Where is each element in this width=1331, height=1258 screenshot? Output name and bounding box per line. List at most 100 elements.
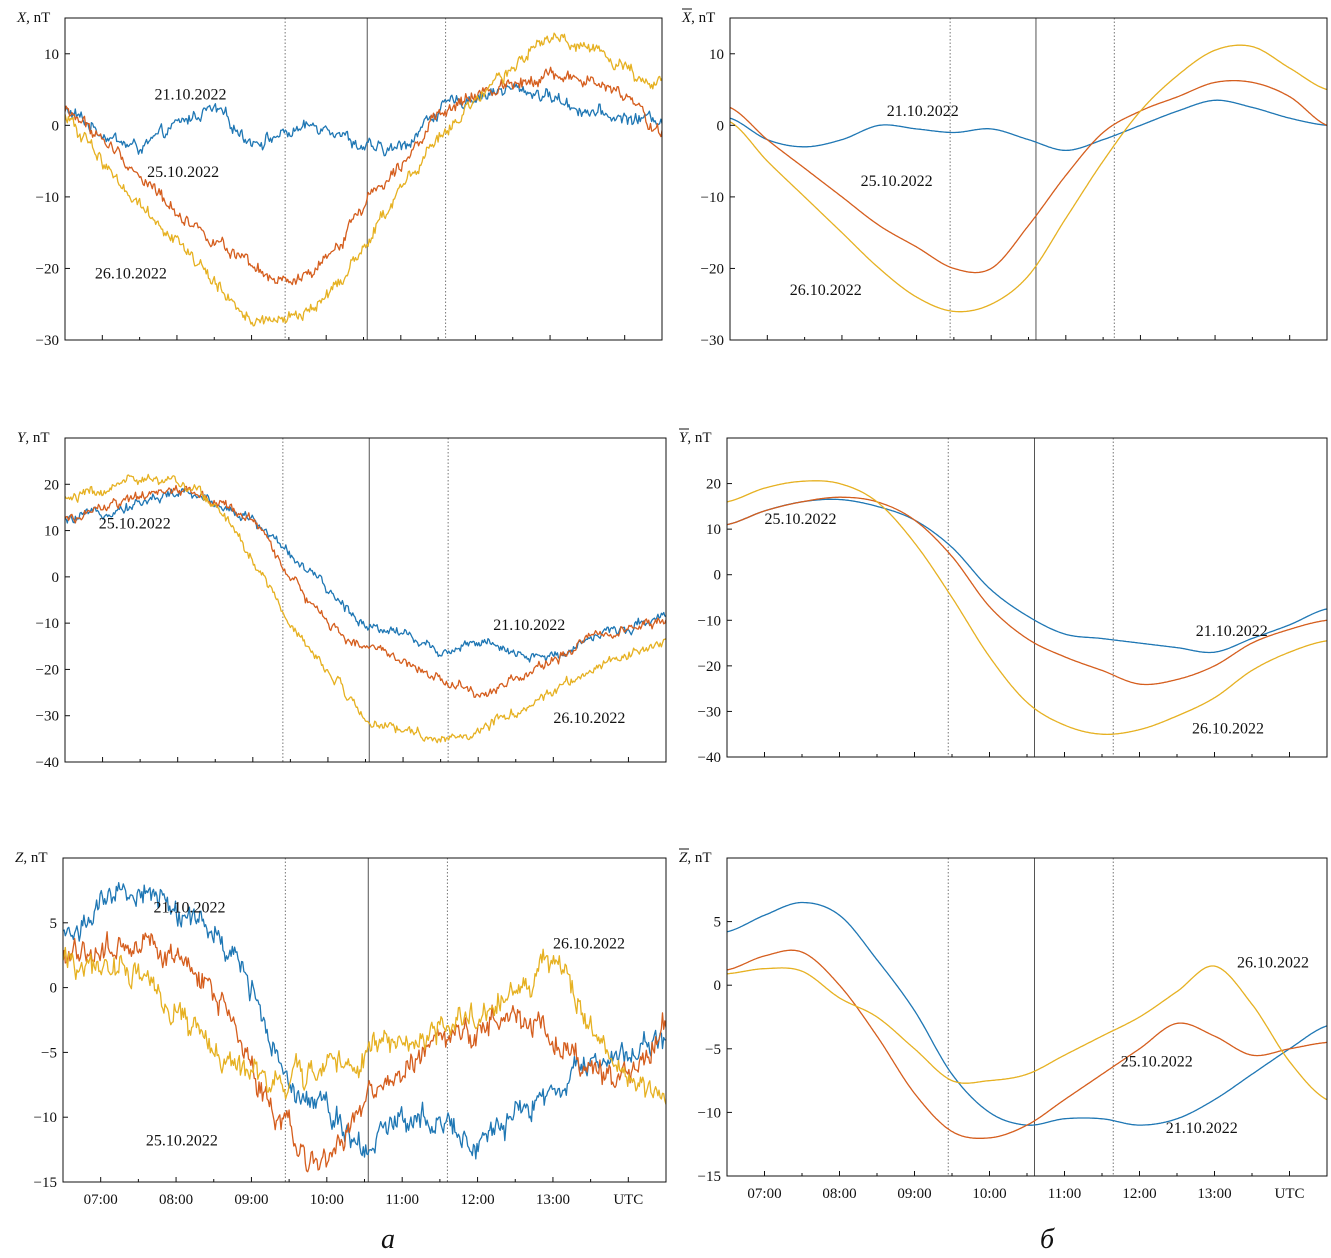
- y-tick-label: 10: [44, 524, 59, 540]
- x-tick-label: UTC: [1275, 1186, 1305, 1202]
- y-tick-label: −10: [34, 1110, 57, 1126]
- y-tick-label: 0: [52, 570, 60, 586]
- y-axis-label: Y, nT: [17, 430, 50, 446]
- chart-Y-mean: 20 10 0 −10 −20 −30 −40 Y, nT 25.10.2022 21.10.20…: [679, 428, 1328, 766]
- y-tick-label: −10: [36, 190, 59, 206]
- x-tick-label: 10:00: [972, 1186, 1006, 1202]
- y-tick-label: −20: [36, 261, 59, 277]
- series-annotation: 25.10.2022: [146, 1133, 218, 1150]
- series-annotation: 21.10.2022: [1166, 1120, 1238, 1137]
- chart-Y-raw: 20 10 0 −10 −20 −30 −40 Y, nT 25.10.2022 21.10.20…: [17, 430, 667, 771]
- series-annotation: 26.10.2022: [553, 936, 625, 953]
- series-line-25.10.2022: [730, 79, 1327, 274]
- series-line-25.10.2022: [727, 496, 1327, 686]
- series-line-21.10.2022: [730, 99, 1327, 152]
- series-annotation: 21.10.2022: [153, 899, 225, 916]
- x-tick-label: 11:00: [1048, 1186, 1082, 1202]
- y-tick-label: −40: [698, 750, 721, 766]
- series-line-26.10.2022: [65, 32, 662, 327]
- y-axis-label: X, nT: [16, 10, 50, 26]
- y-tick-label: −40: [36, 755, 59, 771]
- series-annotation: 21.10.2022: [155, 87, 227, 104]
- y-axis-label: X, nT: [681, 10, 715, 26]
- y-tick-label: −30: [698, 704, 721, 720]
- series-annotation: 25.10.2022: [861, 173, 933, 190]
- y-tick-label: −20: [701, 261, 724, 277]
- x-tick-label: 12:00: [460, 1192, 494, 1208]
- y-tick-label: 10: [709, 47, 724, 63]
- x-tick-label: UTC: [613, 1192, 643, 1208]
- y-axis-label: Z, nT: [679, 850, 712, 866]
- y-tick-label: −10: [701, 190, 724, 206]
- chart-X-mean: 10 0 −10 −20 −30 X, nT 21.10.2022 25.10.2022 26.…: [681, 8, 1328, 349]
- y-axis-label: Y, nT: [679, 430, 712, 446]
- plot-frame: [726, 437, 1328, 758]
- series-annotation: 26.10.2022: [95, 265, 167, 282]
- series-annotation: 26.10.2022: [1192, 720, 1264, 737]
- y-tick-label: −15: [34, 1175, 57, 1191]
- y-tick-label: 10: [706, 522, 721, 538]
- series-annotation: 26.10.2022: [553, 710, 625, 727]
- y-tick-label: 0: [714, 568, 722, 584]
- x-tick-label: 09:00: [234, 1192, 268, 1208]
- panel-letter: б: [1040, 1224, 1055, 1255]
- series-annotation: 26.10.2022: [1237, 954, 1309, 971]
- chart-X-raw: 10 0 −10 −20 −30 X, nT 21.10.2022 25.10.2022 26.…: [16, 10, 663, 349]
- y-tick-label: −10: [698, 1105, 721, 1121]
- chart-Z-mean: 5 0 −5 −10 −15 07:00 08:00 09:00 10:00 11:00 12:00…: [679, 848, 1328, 1202]
- series-line-21.10.2022: [727, 498, 1327, 654]
- y-tick-label: −5: [705, 1042, 721, 1058]
- y-tick-label: 0: [717, 118, 725, 134]
- y-tick-label: −20: [36, 662, 59, 678]
- y-tick-label: 20: [706, 477, 721, 493]
- y-tick-label: −20: [698, 659, 721, 675]
- y-tick-label: −30: [701, 333, 724, 349]
- y-tick-label: 0: [52, 118, 60, 134]
- y-tick-label: −5: [41, 1045, 57, 1061]
- series-line-25.10.2022: [65, 66, 662, 286]
- series-annotation: 21.10.2022: [887, 103, 959, 120]
- panel-letter: а: [381, 1224, 395, 1255]
- series-line-26.10.2022: [727, 965, 1327, 1101]
- series-line-26.10.2022: [727, 480, 1327, 736]
- series-annotation: 21.10.2022: [493, 617, 565, 634]
- x-tick-label: 12:00: [1122, 1186, 1156, 1202]
- series-line-25.10.2022: [727, 949, 1327, 1139]
- x-tick-label: 13:00: [536, 1192, 570, 1208]
- y-tick-label: 5: [714, 915, 722, 931]
- y-tick-label: 0: [50, 981, 58, 997]
- y-tick-label: 5: [50, 916, 58, 932]
- series-annotation: 25.10.2022: [99, 516, 171, 533]
- y-tick-label: 10: [44, 47, 59, 63]
- series-line-21.10.2022: [65, 83, 662, 157]
- x-tick-label: 08:00: [822, 1186, 856, 1202]
- series-annotation: 21.10.2022: [1196, 623, 1268, 640]
- y-tick-label: 20: [44, 477, 59, 493]
- series-line-21.10.2022: [63, 882, 666, 1160]
- y-axis-label: Z, nT: [15, 850, 48, 866]
- series-annotation: 26.10.2022: [790, 282, 862, 299]
- chart-Z-raw: 5 0 −5 −10 −15 07:00 08:00 09:00 10:00 11:00 12:00…: [15, 850, 667, 1208]
- y-tick-label: −30: [36, 709, 59, 725]
- series-line-26.10.2022: [730, 44, 1327, 313]
- y-tick-label: −15: [698, 1169, 721, 1185]
- y-tick-label: −10: [36, 616, 59, 632]
- series-line-21.10.2022: [727, 901, 1327, 1126]
- x-tick-label: 07:00: [84, 1192, 118, 1208]
- series-annotation: 25.10.2022: [1121, 1054, 1193, 1071]
- series-annotation: 25.10.2022: [147, 164, 219, 181]
- x-tick-label: 09:00: [897, 1186, 931, 1202]
- x-tick-label: 08:00: [159, 1192, 193, 1208]
- x-tick-label: 11:00: [385, 1192, 419, 1208]
- x-tick-label: 07:00: [747, 1186, 781, 1202]
- series-line-25.10.2022: [65, 484, 666, 698]
- y-tick-label: 0: [714, 978, 722, 994]
- series-annotation: 25.10.2022: [765, 511, 837, 528]
- y-tick-label: −10: [698, 613, 721, 629]
- series-line-26.10.2022: [63, 946, 666, 1105]
- series-line-25.10.2022: [63, 931, 666, 1173]
- x-tick-label: 10:00: [310, 1192, 344, 1208]
- series-line-21.10.2022: [65, 487, 666, 663]
- y-tick-label: −30: [36, 333, 59, 349]
